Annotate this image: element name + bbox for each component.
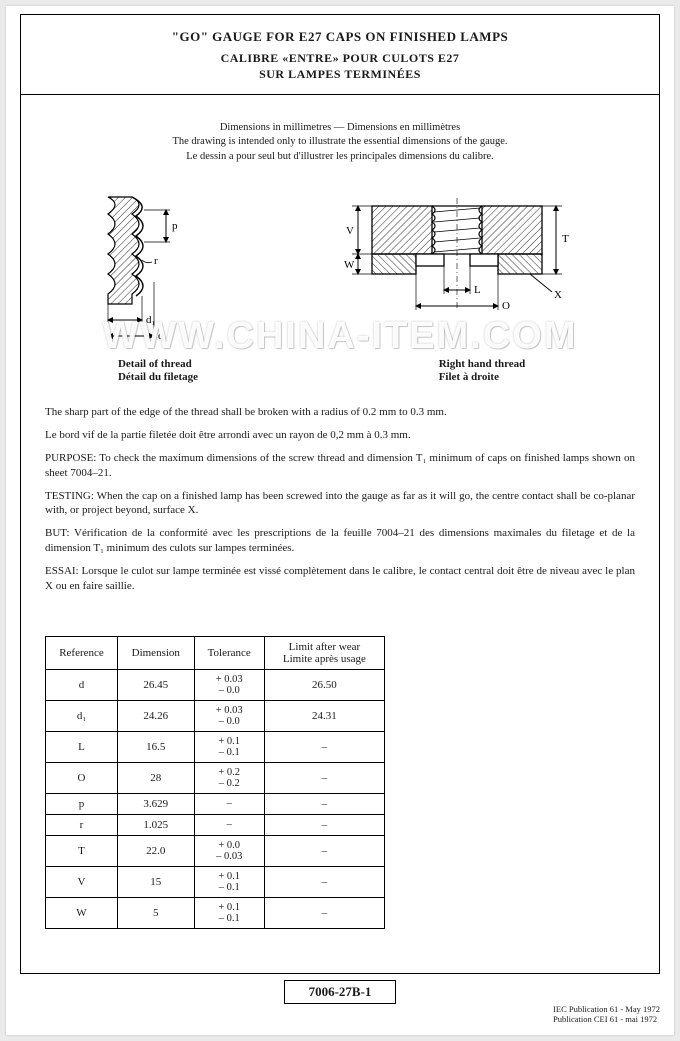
label-d: d (158, 330, 164, 342)
pubref-line-2: Publication CEI 61 - mai 1972 (553, 1015, 660, 1025)
intro-block: Dimensions in millimetres — Dimensions e… (41, 121, 639, 164)
cell-dim: 1.025 (117, 814, 194, 835)
dimension-table: Reference Dimension Tolerance Limit afte… (45, 636, 385, 929)
thread-detail-caption: Detail of thread Détail du filetage (118, 358, 198, 386)
col-dimension: Dimension (117, 636, 194, 669)
cell-tol: – (194, 793, 264, 814)
label-O: O (502, 300, 510, 312)
cell-tol: + 0.1 – 0.1 (194, 731, 264, 762)
label-W: W (344, 259, 355, 271)
footer: 7006-27B-1 (20, 980, 660, 1004)
cell-dim: 26.45 (117, 669, 194, 700)
cell-wear: 26.50 (264, 669, 384, 700)
title-line-3: SUR LAMPES TERMINÉES (31, 67, 649, 83)
col-tolerance: Tolerance (194, 636, 264, 669)
page: "GO" GAUGE FOR E27 CAPS ON FINISHED LAMP… (6, 6, 674, 1035)
cell-ref: W (46, 897, 118, 928)
table-row: L16.5+ 0.1 – 0.1– (46, 731, 385, 762)
caption-fr: Filet à droite (439, 371, 526, 385)
document-frame: "GO" GAUGE FOR E27 CAPS ON FINISHED LAMP… (20, 14, 660, 974)
cell-tol: – (194, 814, 264, 835)
cell-ref: d (46, 669, 118, 700)
label-T: T (562, 233, 569, 245)
cell-dim: 28 (117, 762, 194, 793)
title-line-2: CALIBRE «ENTRE» POUR CULOTS E27 (31, 51, 649, 67)
diagram-row: p r d₁ d Detail of thread Détail (41, 192, 639, 386)
cell-dim: 3.629 (117, 793, 194, 814)
cell-dim: 22.0 (117, 835, 194, 866)
cell-tol: + 0.03 – 0.0 (194, 700, 264, 731)
essai: ESSAI: Lorsque le culot sur lampe termin… (45, 564, 635, 594)
cell-wear: – (264, 814, 384, 835)
cell-wear: – (264, 897, 384, 928)
col-wear: Limit after wear Limite après usage (264, 636, 384, 669)
note-en: The sharp part of the edge of the thread… (45, 405, 635, 420)
purpose: PURPOSE: To check the maximum dimensions… (45, 451, 635, 481)
table-row: d26.45+ 0.03 – 0.026.50 (46, 669, 385, 700)
testing: TESTING: When the cap on a finished lamp… (45, 489, 635, 519)
cell-ref: T (46, 835, 118, 866)
cell-wear: – (264, 762, 384, 793)
table-row: r1.025–– (46, 814, 385, 835)
intro-line-3: Le dessin a pour seul but d'illustrer le… (41, 150, 639, 164)
col-reference: Reference (46, 636, 118, 669)
but: BUT: Vérification de la conformité avec … (45, 526, 635, 556)
cell-tol: + 0.2 – 0.2 (194, 762, 264, 793)
note-fr: Le bord vif de la partie filetée doit êt… (45, 428, 635, 443)
thread-detail-svg: p r d₁ d (88, 192, 228, 352)
table-header-row: Reference Dimension Tolerance Limit afte… (46, 636, 385, 669)
cell-ref: O (46, 762, 118, 793)
label-p: p (172, 220, 178, 232)
cell-wear: – (264, 793, 384, 814)
table-row: d₁24.26+ 0.03 – 0.024.31 (46, 700, 385, 731)
label-V: V (346, 225, 354, 237)
caption-fr: Détail du filetage (118, 371, 198, 385)
sheet-number: 7006-27B-1 (284, 980, 397, 1004)
cell-tol: + 0.03 – 0.0 (194, 669, 264, 700)
diagram-thread-detail: p r d₁ d Detail of thread Détail (88, 192, 228, 386)
cell-ref: V (46, 866, 118, 897)
cell-tol: + 0.1 – 0.1 (194, 866, 264, 897)
cell-wear: – (264, 866, 384, 897)
cell-ref: d₁ (46, 700, 118, 731)
body-text: The sharp part of the edge of the thread… (45, 405, 635, 593)
cell-dim: 15 (117, 866, 194, 897)
caption-en: Right hand thread (439, 358, 526, 372)
cell-dim: 16.5 (117, 731, 194, 762)
cell-tol: + 0.1 – 0.1 (194, 897, 264, 928)
table-row: p3.629–– (46, 793, 385, 814)
title-line-1: "GO" GAUGE FOR E27 CAPS ON FINISHED LAMP… (31, 29, 649, 45)
caption-en: Detail of thread (118, 358, 198, 372)
gauge-caption: Right hand thread Filet à droite (439, 358, 526, 386)
table-row: W5+ 0.1 – 0.1– (46, 897, 385, 928)
label-r: r (154, 255, 158, 267)
cell-wear: – (264, 835, 384, 866)
table-row: V15+ 0.1 – 0.1– (46, 866, 385, 897)
cell-ref: r (46, 814, 118, 835)
cell-dim: 5 (117, 897, 194, 928)
gauge-svg: T V W L (322, 192, 592, 352)
publication-reference: IEC Publication 61 - May 1972 Publicatio… (553, 1005, 660, 1025)
cell-tol: + 0.0 – 0.03 (194, 835, 264, 866)
table-row: T22.0+ 0.0 – 0.03– (46, 835, 385, 866)
cell-wear: – (264, 731, 384, 762)
intro-line-2: The drawing is intended only to illustra… (41, 135, 639, 149)
label-L: L (474, 284, 481, 296)
table-row: O28+ 0.2 – 0.2– (46, 762, 385, 793)
diagram-gauge: T V W L (322, 192, 592, 386)
cell-ref: L (46, 731, 118, 762)
cell-ref: p (46, 793, 118, 814)
intro-line-1: Dimensions in millimetres — Dimensions e… (41, 121, 639, 135)
label-X: X (554, 289, 562, 301)
title-block: "GO" GAUGE FOR E27 CAPS ON FINISHED LAMP… (21, 15, 659, 95)
cell-dim: 24.26 (117, 700, 194, 731)
cell-wear: 24.31 (264, 700, 384, 731)
